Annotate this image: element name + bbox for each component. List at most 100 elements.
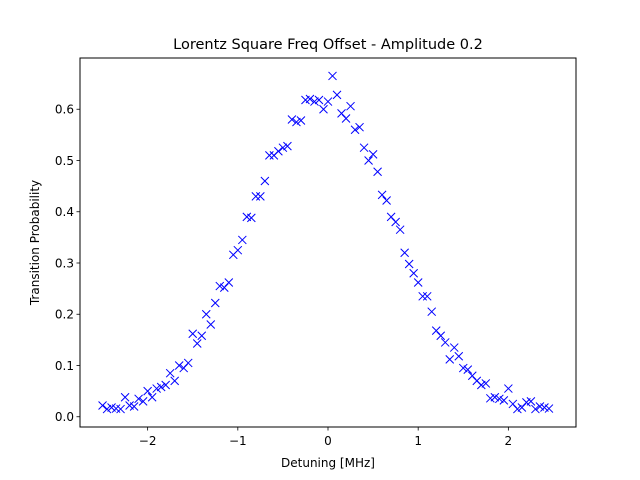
data-point-marker	[138, 397, 148, 406]
data-point-marker	[513, 404, 522, 414]
data-point-marker	[341, 114, 351, 123]
data-point-marker	[206, 320, 216, 329]
data-point-marker	[156, 382, 166, 392]
data-point-marker	[314, 95, 324, 105]
data-point-marker	[373, 167, 382, 177]
y-tick-label: 0.3	[55, 256, 74, 270]
data-markers	[98, 71, 554, 414]
data-point-marker	[346, 101, 355, 111]
data-point-marker	[116, 404, 125, 414]
data-point-marker	[305, 94, 315, 104]
data-point-marker	[134, 394, 143, 404]
data-point-marker	[544, 404, 554, 413]
data-point-marker	[292, 117, 301, 127]
data-point-marker	[210, 298, 220, 308]
x-tick-label: 2	[505, 434, 513, 448]
data-point-marker	[251, 192, 261, 201]
data-point-marker	[188, 329, 198, 339]
data-point-marker	[422, 291, 432, 301]
x-axis-label: Detuning [MHz]	[281, 456, 375, 470]
data-point-marker	[283, 141, 292, 151]
data-point-marker	[413, 278, 423, 287]
data-point-marker	[256, 192, 265, 201]
data-point-marker	[102, 404, 112, 414]
data-point-marker	[174, 361, 184, 370]
y-tick-label: 0.2	[55, 308, 74, 322]
data-point-marker	[409, 268, 419, 278]
data-point-marker	[287, 115, 297, 124]
data-point-marker	[427, 307, 437, 317]
data-point-marker	[494, 394, 504, 404]
data-point-marker	[355, 122, 364, 132]
data-point-marker	[165, 368, 175, 378]
data-point-marker	[224, 278, 234, 287]
data-point-marker	[98, 401, 107, 410]
data-point-marker	[323, 97, 333, 106]
data-point-marker	[350, 125, 360, 135]
y-tick-label: 0.1	[55, 359, 74, 373]
chart-title: Lorentz Square Freq Offset - Amplitude 0…	[173, 37, 483, 53]
data-point-marker	[143, 386, 152, 396]
data-point-marker	[233, 245, 243, 255]
data-point-marker	[418, 291, 428, 301]
data-point-marker	[147, 392, 157, 402]
data-point-marker	[328, 71, 337, 81]
data-point-marker	[183, 358, 193, 368]
data-point-marker	[445, 354, 455, 364]
data-point-marker	[391, 217, 400, 227]
data-point-marker	[296, 116, 306, 125]
y-axis-ticks: 0.0 0.1 0.2 0.3 0.4 0.5 0.6	[55, 103, 80, 424]
data-point-marker	[215, 281, 225, 291]
data-point-marker	[454, 351, 464, 361]
data-point-marker	[170, 376, 180, 386]
data-point-marker	[400, 248, 410, 258]
y-axis-label: Transition Probability	[28, 180, 42, 306]
data-point-marker	[332, 90, 342, 100]
data-point-marker	[152, 384, 162, 393]
data-point-marker	[265, 151, 274, 160]
data-point-marker	[364, 156, 373, 165]
y-tick-label: 0.0	[55, 410, 74, 424]
x-tick-label: 1	[414, 434, 422, 448]
data-point-marker	[237, 235, 247, 245]
data-point-marker	[197, 331, 207, 341]
data-point-marker	[382, 196, 391, 205]
data-point-marker	[449, 343, 459, 352]
data-point-marker	[526, 397, 536, 406]
x-axis-ticks: −2 −1 0 1 2	[139, 427, 512, 448]
data-point-marker	[504, 384, 513, 393]
data-point-marker	[531, 404, 540, 414]
y-tick-label: 0.4	[55, 205, 74, 219]
data-point-marker	[260, 176, 270, 186]
data-point-marker	[278, 143, 288, 153]
data-point-marker	[436, 331, 446, 341]
data-point-marker	[440, 338, 450, 347]
data-point-marker	[490, 392, 500, 402]
data-point-marker	[129, 402, 139, 411]
y-tick-label: 0.6	[55, 103, 74, 117]
data-point-marker	[192, 339, 202, 348]
y-tick-label: 0.5	[55, 154, 74, 168]
data-point-marker	[395, 225, 405, 235]
data-point-marker	[201, 309, 211, 319]
data-point-marker	[359, 143, 369, 153]
x-tick-label: −1	[229, 434, 247, 448]
data-point-marker	[377, 190, 387, 200]
data-point-marker	[481, 379, 491, 388]
data-point-marker	[458, 363, 468, 373]
data-point-marker	[463, 365, 473, 374]
data-point-marker	[319, 104, 328, 114]
data-point-marker	[161, 380, 171, 390]
data-point-marker	[476, 380, 486, 390]
data-point-marker	[120, 392, 130, 402]
data-point-marker	[310, 97, 319, 106]
data-point-marker	[274, 146, 283, 156]
plot-frame	[79, 57, 577, 428]
data-point-marker	[246, 213, 256, 223]
data-point-marker	[499, 395, 509, 405]
x-tick-label: −2	[139, 434, 157, 448]
data-point-marker	[404, 259, 414, 269]
x-tick-label: 0	[324, 434, 332, 448]
data-point-marker	[368, 149, 378, 159]
